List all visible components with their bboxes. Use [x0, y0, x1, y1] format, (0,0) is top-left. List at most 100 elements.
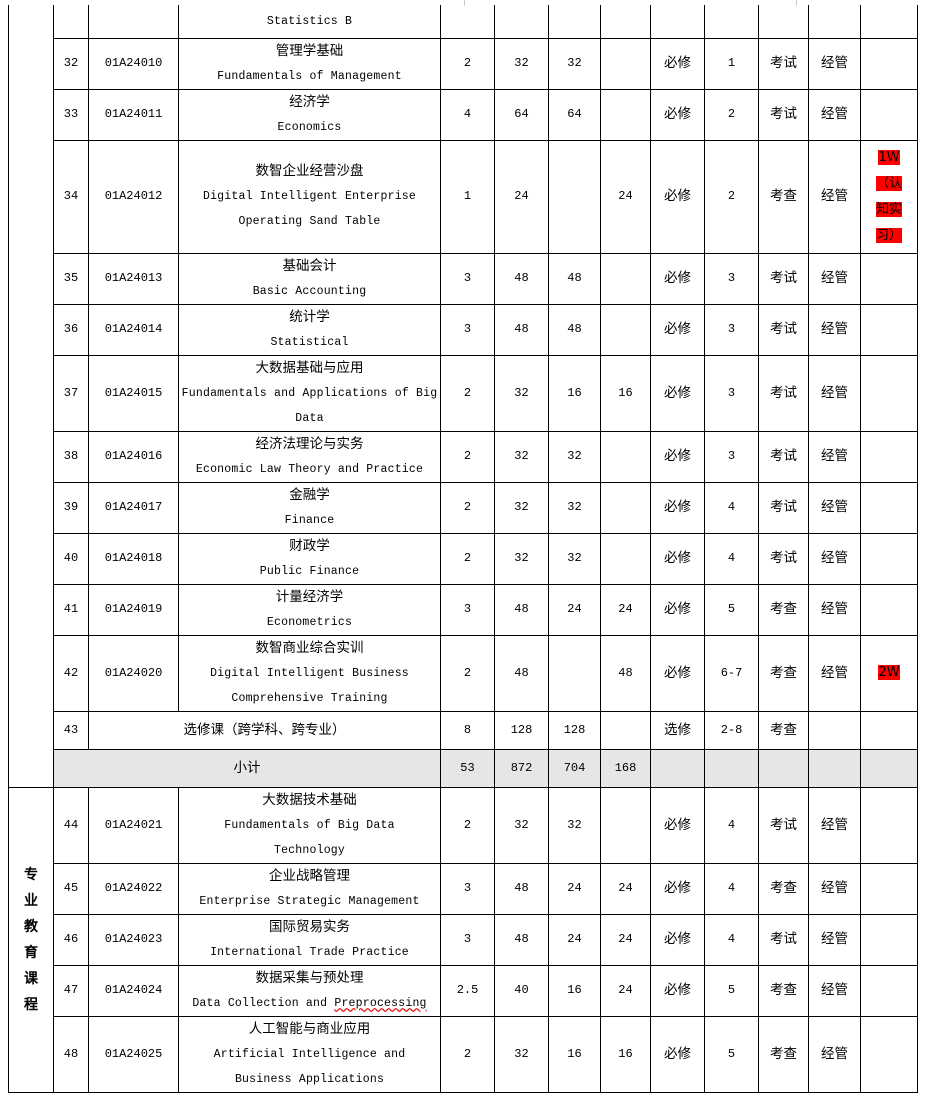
department-cell: 经管 — [808, 964, 861, 1017]
course-name-en: Enterprise Strategic Management — [199, 894, 420, 908]
remark-cell — [860, 1015, 918, 1093]
practice-hours-cell — [600, 252, 651, 305]
theory-hours-cell: 32 — [548, 430, 601, 483]
credits-cell: 8 — [440, 710, 495, 750]
table-row: 36 01A24014 统计学 Statistical 3 48 48 必修 3 考试 经管 — [9, 303, 918, 356]
assessment-cell: 考试 — [758, 532, 809, 585]
assessment-cell: 考试 — [758, 252, 809, 305]
no-cell: 46 — [53, 913, 89, 966]
course-name-en: Statistical — [270, 335, 349, 349]
course-type-cell: 必修 — [650, 139, 705, 254]
course-name-zh: 大数据技术基础 — [262, 791, 357, 808]
theory-hours-cell: 48 — [548, 303, 601, 356]
no-cell: 44 — [53, 786, 89, 864]
code-cell: 01A24013 — [88, 252, 179, 305]
hours-cell: 128 — [494, 710, 549, 750]
course-name-en: Fundamentals of Management — [217, 69, 402, 83]
remark-cell — [860, 964, 918, 1017]
department-cell: 经管 — [808, 430, 861, 483]
code-cell: 01A24019 — [88, 583, 179, 636]
course-type-cell: 必修 — [650, 964, 705, 1017]
hours-cell: 872 — [494, 748, 549, 788]
assessment-cell: 考试 — [758, 37, 809, 90]
practice-hours-cell: 168 — [600, 748, 651, 788]
credits-cell: 3 — [440, 913, 495, 966]
code-cell: 01A24023 — [88, 913, 179, 966]
department-cell: 经管 — [808, 862, 861, 915]
credits-cell: 2 — [440, 354, 495, 432]
assessment-cell: 考查 — [758, 634, 809, 712]
code-cell: 01A24016 — [88, 430, 179, 483]
hours-cell: 48 — [494, 913, 549, 966]
no-cell: 38 — [53, 430, 89, 483]
table-row: 40 01A24018 财政学 Public Finance 2 32 32 必修 4 考试 经管 — [9, 532, 918, 585]
course-name-en: Public Finance — [259, 564, 360, 578]
course-name-en: Operating Sand Table — [238, 215, 381, 228]
no-cell: 37 — [53, 354, 89, 432]
code-cell — [88, 5, 179, 39]
hours-cell: 48 — [494, 583, 549, 636]
course-type-cell: 必修 — [650, 252, 705, 305]
semester-cell: 4 — [704, 913, 759, 966]
practice-hours-cell: 24 — [600, 964, 651, 1017]
code-cell: 01A24014 — [88, 303, 179, 356]
credits-cell: 2 — [440, 481, 495, 534]
credits-cell: 53 — [440, 748, 495, 788]
course-type-cell: 必修 — [650, 1015, 705, 1093]
hours-cell: 32 — [494, 354, 549, 432]
assessment-cell: 考查 — [758, 710, 809, 750]
practice-hours-cell — [600, 88, 651, 141]
table-row: 45 01A24022 企业战略管理 Enterprise Strategic Man… — [9, 862, 918, 915]
practice-hours-cell — [600, 481, 651, 534]
theory-hours-cell: 48 — [548, 252, 601, 305]
semester-cell: 4 — [704, 862, 759, 915]
course-name-zh: 管理学基础 — [275, 42, 344, 59]
remark-cell: 1W（认知实习） — [860, 139, 918, 254]
semester-cell: 5 — [704, 1015, 759, 1093]
course-name-cell: 大数据技术基础 Fundamentals of Big Data Technolog… — [178, 786, 441, 864]
code-cell: 01A24021 — [88, 786, 179, 864]
semester-cell: 1 — [704, 37, 759, 90]
credits-cell: 3 — [440, 862, 495, 915]
assessment-cell: 考试 — [758, 430, 809, 483]
group-label-char: 育 — [24, 944, 38, 961]
course-name-cell: 计量经济学 Econometrics — [178, 583, 441, 636]
course-type-cell: 必修 — [650, 634, 705, 712]
credits-cell: 2 — [440, 1015, 495, 1093]
assessment-cell: 考查 — [758, 139, 809, 254]
course-name-en: Digital Intelligent Business — [210, 666, 409, 680]
course-name-en: Data — [295, 411, 324, 425]
course-name-zh: 基础会计 — [282, 257, 337, 274]
credits-cell: 2 — [440, 37, 495, 90]
course-type-cell: 必修 — [650, 532, 705, 585]
theory-hours-cell: 128 — [548, 710, 601, 750]
course-name-cell: 数智企业经营沙盘 Digital Intelligent Enterprise Op… — [178, 139, 441, 254]
table-row: 47 01A24024 数据采集与预处理 Data Collection and Pr… — [9, 964, 918, 1017]
course-name-cell: 金融学 Finance — [178, 481, 441, 534]
no-cell: 36 — [53, 303, 89, 356]
theory-hours-cell: 32 — [548, 481, 601, 534]
assessment-cell: 考查 — [758, 964, 809, 1017]
department-cell: 经管 — [808, 139, 861, 254]
course-name-en: Technology — [273, 843, 345, 857]
department-cell — [808, 748, 861, 788]
credits-cell: 2.5 — [440, 964, 495, 1017]
page-guide-line — [796, 0, 797, 6]
remark-cell — [860, 252, 918, 305]
no-cell: 40 — [53, 532, 89, 585]
course-type-cell: 必修 — [650, 354, 705, 432]
semester-cell — [704, 748, 759, 788]
practice-hours-cell: 24 — [600, 913, 651, 966]
empty-cell — [860, 5, 918, 39]
no-cell: 35 — [53, 252, 89, 305]
table-row: 39 01A24017 金融学 Finance 2 32 32 必修 4 考试 经管 — [9, 481, 918, 534]
department-cell: 经管 — [808, 583, 861, 636]
course-name-cell: 数据采集与预处理 Data Collection and Preprocessin… — [178, 964, 441, 1017]
empty-cell — [808, 5, 861, 39]
semester-cell: 3 — [704, 430, 759, 483]
course-name-cell: 大数据基础与应用 Fundamentals and Applications of… — [178, 354, 441, 432]
table-row: 43 选修课（跨学科、跨专业） 8 128 128 选修 2-8 考查 — [9, 710, 918, 750]
course-name-zh: 财政学 — [289, 537, 330, 554]
hours-cell: 32 — [494, 532, 549, 585]
table-row: 32 01A24010 管理学基础 Fundamentals of Managemen… — [9, 37, 918, 90]
